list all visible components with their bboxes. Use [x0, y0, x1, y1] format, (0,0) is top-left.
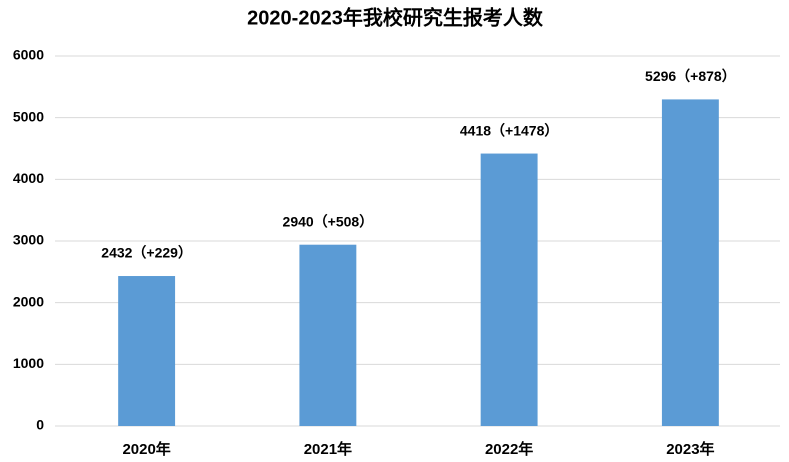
y-tick-label: 5000 — [13, 108, 44, 124]
y-tick-label: 0 — [36, 417, 44, 433]
y-tick-label: 3000 — [13, 232, 44, 248]
bar — [480, 153, 538, 426]
x-tick-label: 2022年 — [485, 440, 533, 458]
x-tick-label: 2023年 — [666, 440, 714, 458]
x-tick-label: 2020年 — [122, 440, 170, 458]
chart-title: 2020-2023年我校研究生报考人数 — [247, 5, 544, 29]
data-label: 4418（+1478） — [460, 122, 558, 138]
data-label: 2432（+229） — [101, 245, 192, 261]
data-label: 5296（+878） — [645, 68, 736, 84]
bar — [661, 99, 719, 426]
x-tick-label: 2021年 — [304, 440, 352, 458]
bar — [299, 244, 357, 426]
y-tick-label: 6000 — [13, 47, 44, 63]
y-tick-label: 1000 — [13, 355, 44, 371]
data-label: 2940（+508） — [283, 213, 374, 229]
y-tick-label: 4000 — [13, 170, 44, 186]
y-tick-label: 2000 — [13, 293, 44, 309]
bar — [118, 276, 176, 426]
